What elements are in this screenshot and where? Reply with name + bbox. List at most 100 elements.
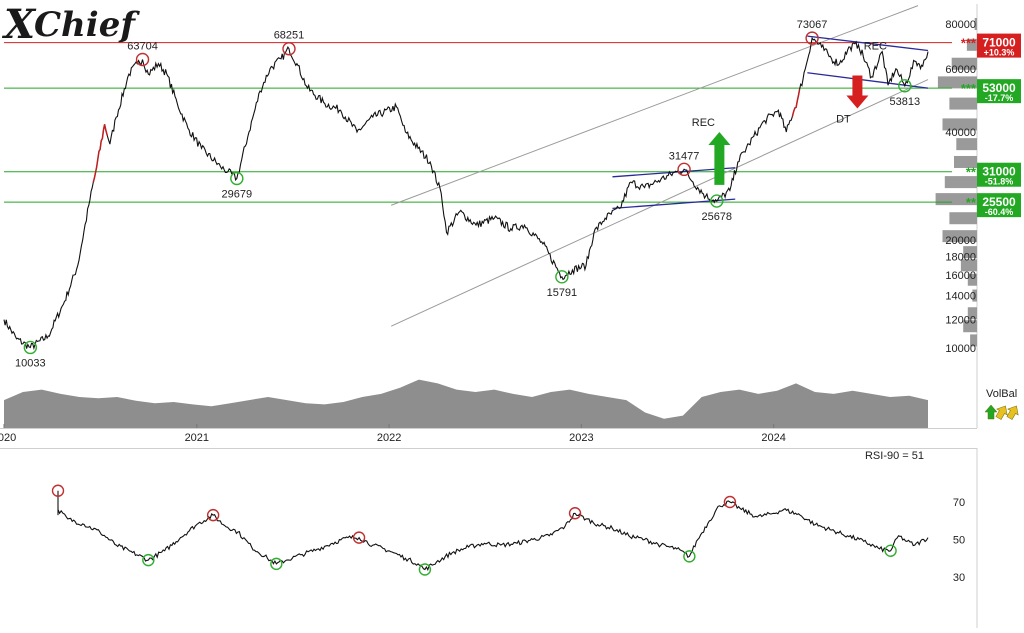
level-stars-25500: ** [966,195,977,210]
horizontal-levels [4,42,952,203]
price-tick-20000: 20000 [945,235,976,247]
volume-profile-bar-8 [944,176,977,189]
volume-profile-bar-10 [949,212,977,225]
swing-label-25678: 25678 [701,211,732,223]
volume-profile-bar-18 [970,334,977,347]
price-tick-40000: 40000 [945,127,976,139]
volume-profile-bar-7 [954,155,977,168]
swing-label-31477: 31477 [669,150,700,162]
logo-x: X [1,1,37,48]
level-value-53000: 53000 [982,81,1016,95]
time-tick-2024: 2024 [761,432,785,444]
price-axis: 10000 12000 14000 16000 18000 20000 40000 60000… [945,19,976,355]
rsi-tick-30: 30 [953,572,965,584]
level-pct-53000: -17.7% [985,93,1014,103]
swing-label-15791: 15791 [547,287,578,299]
price-series [3,36,929,351]
channel-line-1 [390,79,929,327]
price-tick-60000: 60000 [945,64,976,76]
xchief-logo: X Chief [1,1,140,48]
level-stars-31000: ** [966,165,977,180]
signal-label-1: DT [836,114,851,126]
level-pct-71000: +10.3% [984,48,1015,58]
volume-profile-bar-16 [967,307,977,320]
volbal-area [4,379,928,428]
price-tick-14000: 14000 [945,291,976,303]
rsi-extreme-5 [418,563,432,576]
swing-label-68251: 68251 [274,30,305,42]
level-box-25500 [977,193,1021,218]
swing-marker-31477 [677,162,691,177]
rsi-panel: RSI-90 = 51 30 50 70 [51,450,965,584]
volume-profile-bar-2 [951,57,977,70]
price-tick-18000: 18000 [945,251,976,263]
swing-points: 10033 63704 29679 68251 15791 31477 25678 73067… [15,19,920,369]
signal-arrows: REC DT [692,75,869,185]
trend-channels [390,5,929,327]
rsi-extreme-0 [51,484,65,497]
swing-marker-25678 [710,194,724,208]
price-tick-16000: 16000 [945,270,976,282]
level-box-31000 [977,162,1021,187]
level-stars-53000: *** [961,81,977,96]
price-tick-10000: 10000 [945,343,976,355]
signal-label-0: REC [692,117,715,129]
volbal-area-fill [4,379,928,428]
swing-marker-10033 [23,340,38,355]
volume-profile-bar-11 [942,230,977,243]
rsi-extreme-2 [206,508,220,522]
rsi-extreme-1 [142,553,155,567]
level-box-71000 [977,33,1021,58]
rsi-extreme-8 [723,495,737,509]
swing-label-29679: 29679 [222,189,253,201]
price-line-red-1 [791,89,801,117]
rsi-extreme-4 [352,531,366,544]
level-pct-25500: -60.4% [985,207,1014,217]
logo-chief: Chief [34,5,140,45]
volume-profile-bar-17 [963,320,977,333]
rsi-label: RSI-90 = 51 [865,450,924,462]
level-value-25500: 25500 [982,195,1016,209]
rsi-extreme-9 [884,544,897,557]
price-line-red-0 [92,124,109,183]
rsi-extreme-3 [270,557,283,571]
time-tick-2021: 2021 [185,432,209,444]
pattern-label-rec-2: REC [864,40,887,52]
volume-profile-bar-1 [966,38,977,51]
volume-profile-bar-13 [960,259,977,272]
rsi-extreme-7 [683,550,696,563]
price-tick-80000: 80000 [945,19,976,31]
swing-label-53813: 53813 [890,96,921,108]
rsi-tick-50: 50 [953,535,965,547]
swing-marker-68251 [282,42,296,56]
swing-marker-63704 [135,52,150,67]
rsi-line [57,490,929,572]
swing-marker-53813 [898,79,912,93]
volbal-arrow-2-icon [1006,405,1019,420]
volbal-label: VolBal [986,388,1017,400]
time-tick-2022: 2022 [377,432,401,444]
volbal-indicator: VolBal [984,388,1019,420]
level-value-31000: 31000 [982,165,1016,179]
pattern-lower-1 [807,72,929,89]
volume-profile-bar-3 [937,76,977,89]
volume-profile-bar-15 [972,289,977,302]
volume-profile-bar-14 [967,273,977,286]
swing-marker-29679 [230,171,244,186]
volbal-arrow-0-icon [984,404,998,420]
price-line [3,36,929,351]
price-tick-12000: 12000 [945,315,976,327]
level-value-71000: 71000 [982,36,1016,50]
signal-arrow-down-1 [846,75,869,109]
rsi-extreme-6 [568,507,582,520]
time-tick-2023: 2023 [569,432,593,444]
volume-profile-bar-0 [974,18,977,30]
swing-label-63704: 63704 [127,40,158,52]
volume-profile-bar-5 [942,118,977,131]
volume-profile-bar-4 [949,97,977,110]
chart-frames [0,4,978,628]
